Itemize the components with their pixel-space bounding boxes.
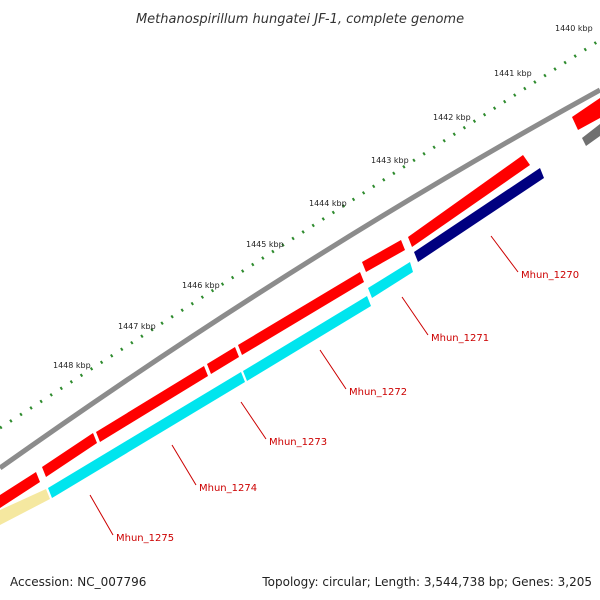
label-line — [490, 235, 519, 273]
label-line — [89, 494, 114, 536]
kbp-label: 1444 kbp — [309, 199, 347, 208]
label-line — [319, 349, 347, 390]
genome-backbone — [0, 87, 600, 471]
gene-label[interactable]: Mhun_1271 — [431, 333, 489, 344]
gene-reverse[interactable] — [414, 168, 544, 262]
kbp-label: 1443 kbp — [371, 156, 409, 165]
map-title: Methanospirillum hungatei JF-1, complete… — [136, 12, 464, 27]
gene-forward[interactable] — [42, 433, 97, 477]
gene-reverse[interactable] — [243, 296, 371, 381]
accession-text: Accession: NC_007796 — [10, 575, 146, 589]
gene-label[interactable]: Mhun_1270 — [521, 270, 579, 281]
gene-forward[interactable] — [572, 98, 600, 130]
kbp-label: 1448 kbp — [53, 361, 91, 370]
label-line — [401, 296, 429, 336]
gene-forward[interactable] — [0, 472, 40, 508]
gene-label-lines — [89, 235, 519, 536]
kbp-label: 1441 kbp — [494, 69, 532, 78]
gene-reverse[interactable] — [582, 124, 600, 146]
gene-label[interactable]: Mhun_1272 — [349, 387, 407, 398]
gene-reverse[interactable] — [0, 489, 50, 525]
gene-labels: Mhun_1270 Mhun_1271 Mhun_1272 Mhun_1273 … — [116, 270, 579, 544]
gene-reverse[interactable] — [48, 372, 245, 498]
gene-reverse[interactable] — [368, 262, 413, 298]
gene-forward[interactable] — [362, 240, 405, 272]
reverse-genes — [0, 124, 600, 525]
genome-summary-text: Topology: circular; Length: 3,544,738 bp… — [261, 575, 592, 589]
kbp-label: 1440 kbp — [555, 24, 593, 33]
gene-forward[interactable] — [408, 155, 530, 247]
kbp-label: 1442 kbp — [433, 113, 471, 122]
gene-label[interactable]: Mhun_1273 — [269, 437, 327, 448]
kbp-label: 1445 kbp — [246, 240, 284, 249]
label-line — [240, 401, 267, 440]
gene-forward[interactable] — [96, 366, 208, 442]
kbp-label: 1447 kbp — [118, 322, 156, 331]
kbp-labels: 1440 kbp 1441 kbp 1442 kbp 1443 kbp 1444… — [53, 24, 593, 370]
forward-genes — [0, 98, 600, 508]
gene-forward[interactable] — [207, 347, 239, 374]
label-line — [171, 444, 197, 486]
gene-forward[interactable] — [238, 272, 364, 355]
kbp-label: 1446 kbp — [182, 281, 220, 290]
gene-label[interactable]: Mhun_1274 — [199, 483, 257, 494]
gene-label[interactable]: Mhun_1275 — [116, 533, 174, 544]
